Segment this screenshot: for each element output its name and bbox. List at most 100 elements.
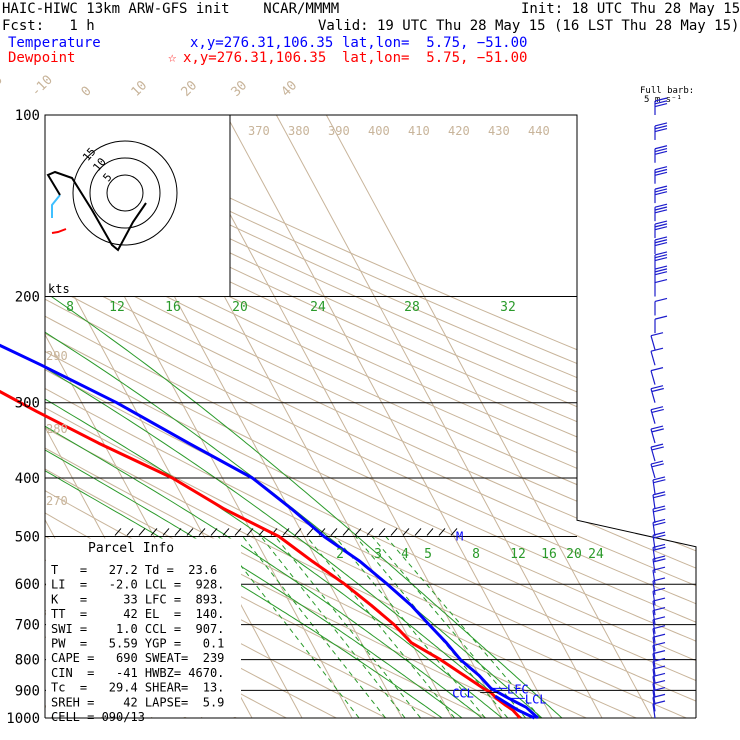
temperature-latlon: lat,lon= 5.75, −51.00 xyxy=(342,35,528,51)
level-tick-mark xyxy=(306,528,314,536)
dry-adiabat-line xyxy=(45,115,696,718)
wind-barb-flag xyxy=(651,463,664,468)
wind-barb-flag xyxy=(654,145,668,150)
init-time: Init: 18 UTC Thu 28 May 15 xyxy=(521,1,740,17)
wind-barb xyxy=(652,597,666,616)
forecast-hour: Fcst: 1 h xyxy=(2,18,95,34)
parcel-info-row: PW = 5.59 YGP = 0.1 xyxy=(51,637,224,651)
isotherm-label: 10 xyxy=(129,78,151,100)
wind-barb-flag xyxy=(652,672,666,677)
wind-barb-flag xyxy=(653,508,666,513)
wind-barb-flag xyxy=(654,236,668,241)
wind-barb-flag xyxy=(654,185,668,190)
mixing-ratio-label: 12 xyxy=(510,547,526,562)
dry-adiabat-line xyxy=(45,115,696,718)
parcel-info-row: CAPE = 690 SWEAT= 239 xyxy=(51,651,224,665)
wind-barb-staff xyxy=(650,351,656,366)
hodograph-ring xyxy=(106,174,144,212)
lfc-label: LFC xyxy=(507,682,529,696)
wind-barb-flag xyxy=(654,241,668,247)
wind-barb-flag xyxy=(654,166,668,171)
isotherm-line xyxy=(275,115,603,718)
dry-adiabat-line xyxy=(45,115,696,718)
wind-barb xyxy=(654,315,668,334)
theta-label: 390 xyxy=(328,124,350,138)
wind-barb xyxy=(652,555,666,574)
wind-barb-staff xyxy=(650,428,656,444)
wind-barb-flag xyxy=(652,700,666,705)
wind-barb xyxy=(654,166,668,184)
wind-barb-flag xyxy=(650,385,664,390)
wind-barb-flag xyxy=(652,641,666,647)
dry-adiabat-line xyxy=(45,115,687,718)
wind-barb-staff xyxy=(652,610,656,625)
wind-barb-flag xyxy=(652,657,666,663)
level-tick-mark xyxy=(222,528,230,536)
wind-barb xyxy=(654,265,668,284)
wind-barb-flag xyxy=(652,476,666,481)
wind-barb-staff xyxy=(652,697,656,712)
hodograph-ring-label: 15 xyxy=(80,145,98,164)
wind-barb-flag xyxy=(651,428,664,433)
wind-barb xyxy=(652,641,666,660)
dry-adiabat-line xyxy=(45,115,696,718)
dry-adiabat-line xyxy=(45,115,696,718)
isotherm-line xyxy=(325,115,653,718)
wind-barb-flag xyxy=(652,505,666,510)
wind-barb xyxy=(650,332,664,350)
wind-barb-flag xyxy=(652,555,666,560)
wind-barb xyxy=(654,203,668,222)
wind-barb-flag xyxy=(652,543,666,549)
pressure-tick-label: 500 xyxy=(15,529,40,545)
wind-barb-flag xyxy=(652,616,666,621)
wind-barb xyxy=(650,406,664,424)
theta-label: 370 xyxy=(248,124,270,138)
parcel-info-row: LI = -2.0 LCL = 928. xyxy=(51,578,224,592)
wind-barb-flag xyxy=(654,268,668,273)
level-tick-mark xyxy=(366,528,374,536)
parcel-info-row: T = 27.2 Td = 23.6 xyxy=(51,563,217,577)
level-tick-mark xyxy=(150,528,158,536)
lcl-label: LCL xyxy=(525,692,547,706)
ccl-label: CCL xyxy=(452,686,474,700)
wind-barb-flag xyxy=(653,521,666,526)
theta-label: 410 xyxy=(408,124,430,138)
dry-adiabat-line xyxy=(45,115,696,718)
wind-barb-flag xyxy=(652,491,666,496)
wind-barb-flag xyxy=(654,191,668,196)
valid-time: Valid: 19 UTC Thu 28 May 15 (16 LST Thu … xyxy=(318,18,740,34)
wind-barb-staff xyxy=(650,370,656,385)
pressure-tick-label: 100 xyxy=(15,108,40,124)
level-tick-mark xyxy=(438,528,446,536)
wind-barb-flag xyxy=(650,443,664,448)
wind-barb-flag xyxy=(654,315,668,320)
wind-barb-flag xyxy=(652,531,666,536)
hodograph-trace xyxy=(46,170,147,252)
wind-barb xyxy=(654,97,668,115)
wind-barb-flag xyxy=(652,577,666,582)
wind-barb-flag xyxy=(654,220,668,225)
hodograph-trace xyxy=(51,228,67,234)
level-tick-mark xyxy=(414,528,422,536)
wind-barb-staff xyxy=(652,600,656,616)
wind-barb xyxy=(652,616,666,634)
wind-barb xyxy=(652,476,666,495)
pressure-tick-label: 900 xyxy=(15,683,40,699)
moist-adiabat-label: 12 xyxy=(109,300,125,315)
wind-barb xyxy=(654,236,668,254)
pressure-tick-label: 800 xyxy=(15,653,40,669)
wind-barb-flag xyxy=(650,425,664,430)
wind-barb-flag xyxy=(654,297,668,303)
dry-adiabat-line xyxy=(45,115,696,718)
wind-barb xyxy=(652,566,666,585)
wind-barb-flag xyxy=(650,406,664,411)
wind-barb-flag xyxy=(654,206,668,211)
wind-barb-flag xyxy=(654,168,668,174)
moist-adiabat-label: 28 xyxy=(404,300,420,315)
moist-adiabat-label: 20 xyxy=(232,300,248,315)
melting-level-label: M xyxy=(456,529,463,543)
wind-barb-staff xyxy=(652,628,656,643)
wind-barb xyxy=(650,367,664,385)
isotherm-label: 40 xyxy=(279,78,301,100)
wind-barb xyxy=(654,185,668,204)
